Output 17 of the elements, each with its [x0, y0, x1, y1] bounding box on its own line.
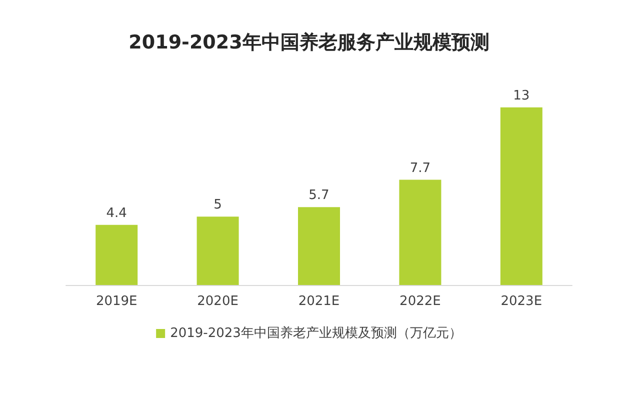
bar: [96, 224, 138, 285]
bar: [399, 180, 442, 285]
bar: [196, 216, 239, 285]
x-tick-label: 2021E: [298, 294, 340, 309]
data-label: 4.4: [106, 206, 127, 221]
x-tick-label: 2023E: [500, 294, 542, 309]
data-label: 13: [513, 88, 530, 104]
x-tick-label: 2019E: [96, 294, 138, 309]
x-tick-label: 2020E: [197, 294, 238, 309]
chart-title: 2019-2023年中国养老服务产业规模预测: [128, 32, 490, 54]
legend-label: 2019-2023年中国养老产业规模及预测（万亿元）: [170, 325, 462, 341]
bar: [500, 107, 542, 285]
x-tick-label: 2022E: [400, 294, 441, 309]
bar: [298, 207, 340, 285]
data-label: 5: [214, 198, 222, 213]
data-label: 5.7: [308, 188, 330, 204]
data-label: 7.7: [410, 160, 431, 176]
